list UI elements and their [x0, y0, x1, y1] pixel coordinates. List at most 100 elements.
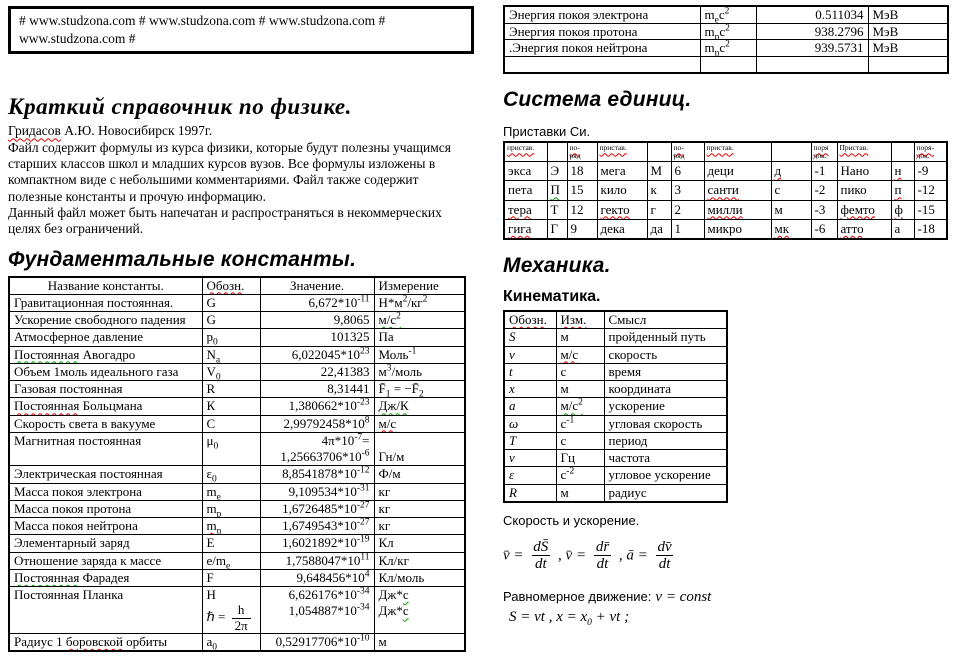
cell: 8,31441: [259, 380, 375, 399]
kinematics-label: Кинематика.: [503, 288, 601, 306]
cell: К: [201, 397, 261, 416]
cell: Дж*с Дж*с: [373, 586, 466, 635]
table-row: тера Т 12 гекто г 2 милли м -3 фемто ф -15: [503, 199, 948, 220]
cell: Масса покоя электрона: [8, 482, 203, 501]
column-header: по-ряд: [670, 141, 705, 163]
cell: 1,6749543*10-27: [259, 517, 375, 536]
cell: Па: [373, 328, 466, 347]
cell: ν: [503, 449, 557, 468]
table-row: Масса покоя протона mp 1,6726485*10-27 кг: [8, 499, 466, 519]
cell: R: [503, 483, 557, 503]
fundamental-constants-table: Название константы. Обозн. Значение. Измере…: [8, 275, 466, 653]
cell: Отношение заряда к массе: [8, 551, 203, 570]
cell: санти: [703, 180, 772, 201]
cell: угловая скорость: [603, 414, 728, 433]
cell: 6,672*10-11: [259, 293, 375, 313]
cell: с-1: [555, 414, 605, 433]
cell: me: [201, 482, 261, 501]
cell: м: [555, 328, 605, 347]
table-row: Ускорение свободного падения G 9,8065 м/с2: [8, 311, 466, 330]
cell: 0,52917706*10-10: [259, 633, 375, 652]
cell: t: [503, 362, 557, 382]
cell: 15: [566, 180, 598, 201]
cell: R: [201, 380, 261, 399]
cell: -12: [913, 180, 948, 201]
intro-paragraph-1: Файл содержит формулы из курса физики, к…: [8, 139, 451, 204]
table-row: Масса покоя нейтрона mn 1,6749543*10-27 кг: [8, 517, 466, 536]
cell: скорость: [603, 345, 728, 364]
watermark-text: # www.studzona.com # www.studzona.com # …: [19, 13, 386, 47]
cell: -6: [810, 218, 838, 240]
cell: м: [555, 483, 605, 503]
mechanics-heading: Механика.: [503, 254, 611, 278]
cell: -3: [810, 199, 838, 220]
cell: Ускорение свободного падения: [8, 311, 203, 330]
cell: д: [770, 161, 812, 182]
cell: Электрическая постоянная: [8, 465, 203, 484]
si-prefixes-table: пристав. по-ряд пристав. по-ряд пристав. п…: [503, 141, 948, 241]
table-row: Отношение заряда к массе e/me 1,7588047*10…: [8, 551, 466, 570]
cell: V0: [201, 362, 261, 382]
column-header: пристав.: [596, 141, 648, 163]
cell: мега: [596, 161, 648, 182]
cell: Масса покоя нейтрона: [8, 517, 203, 536]
cell: г: [646, 199, 672, 220]
cell: -1: [810, 161, 838, 182]
cell: 1: [670, 218, 705, 240]
cell: с: [555, 431, 605, 451]
cell: кг: [373, 499, 466, 519]
column-header: [546, 141, 568, 163]
cell: пико: [836, 180, 892, 201]
column-header: Название константы.: [8, 276, 203, 295]
cell: м/с2: [373, 311, 466, 330]
table-row: Энергия покоя электрона mec2 0.511034 МэВ: [503, 5, 949, 24]
cell: п: [890, 180, 915, 201]
cell: Постоянная Фарадея: [8, 568, 203, 588]
table-row: Постоянная Больцмана К 1,380662*10-23 Дж/К: [8, 397, 466, 416]
cell: дека: [596, 218, 648, 240]
cell: 9,109534*10-31: [259, 482, 375, 501]
cell: p0: [201, 328, 261, 347]
right-column: Энергия покоя электрона mec2 0.511034 МэВ Эн…: [503, 5, 955, 628]
cell: Атмосферное давление: [8, 328, 203, 347]
cell: -9: [913, 161, 948, 182]
cell: угловое ускорение: [603, 466, 728, 485]
table-row: ε с-2 угловое ускорение: [503, 466, 728, 485]
cell: м/с2: [555, 397, 605, 416]
cell: м: [770, 199, 812, 220]
table-row: Элементарный заряд E 1,6021892*10-19 Кл: [8, 534, 466, 553]
header-row: Обозн. Изм. Смысл: [503, 310, 728, 330]
cell: с: [555, 362, 605, 382]
cell: Нано: [836, 161, 892, 182]
cell: деци: [703, 161, 772, 182]
cell: mn: [201, 517, 261, 536]
cell: мк: [770, 218, 812, 240]
rest-energy-table: Энергия покоя электрона mec2 0.511034 МэВ Эн…: [503, 5, 949, 75]
cell: тера: [503, 199, 548, 220]
table-row: Энергия покоя протона mpc2 938.2796 МэВ: [503, 22, 949, 41]
cell: радиус: [603, 483, 728, 503]
cell: 1,7588047*1011: [259, 551, 375, 570]
column-header: Пристав.: [836, 141, 892, 163]
cell: 6,626176*10-34 1,054887*10-34: [259, 586, 375, 635]
cell: F: [201, 568, 261, 588]
table-row: Постоянная Авогадро Na 6,022045*1023 Моль-1: [8, 345, 466, 364]
table-row: ν Гц частота: [503, 449, 728, 468]
cell: G: [201, 311, 261, 330]
table-row: Радиус 1 боровской орбиты a0 0,52917706*10…: [8, 633, 466, 652]
si-prefixes-label: Приставки Си.: [503, 124, 591, 140]
cell: a0: [201, 633, 261, 652]
cell: атто: [836, 218, 892, 240]
cell: ω: [503, 414, 557, 433]
cell: 9,648456*104: [259, 568, 375, 588]
cell: x: [503, 380, 557, 399]
cell: mnc2: [699, 39, 757, 57]
constants-heading: Фундаментальные константы.: [8, 247, 357, 271]
cell: v: [503, 345, 557, 364]
table-row: экса Э 18 мега М 6 деци д -1 Нано н -9: [503, 161, 948, 182]
table-row: Масса покоя электрона me 9,109534*10-31 кг: [8, 482, 466, 501]
cell: [503, 55, 701, 74]
table-row: .Энергия покоя нейтрона mnc2 939.5731 МэВ: [503, 39, 949, 57]
